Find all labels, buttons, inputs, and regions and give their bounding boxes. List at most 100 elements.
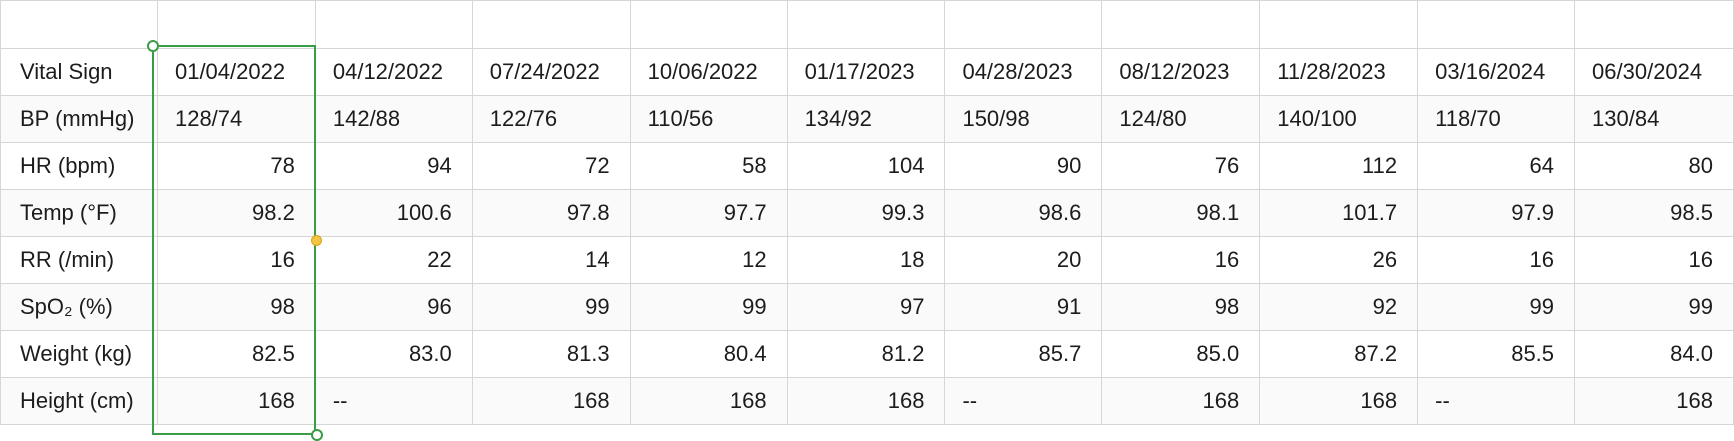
vital-sign-label[interactable]: HR (bpm): [0, 142, 158, 190]
value-cell[interactable]: 96: [314, 283, 473, 331]
value-cell[interactable]: 76: [1101, 142, 1261, 190]
value-cell[interactable]: 168: [1101, 377, 1261, 425]
value-cell[interactable]: 92: [1259, 283, 1419, 331]
value-cell[interactable]: 83.0: [314, 330, 473, 378]
value-cell[interactable]: 98.6: [944, 189, 1103, 237]
value-cell[interactable]: 91: [944, 283, 1103, 331]
value-cell[interactable]: 20: [944, 236, 1103, 284]
value-cell[interactable]: 97.9: [1417, 189, 1576, 237]
column-resize-handle[interactable]: [311, 235, 322, 246]
value-cell[interactable]: 14: [471, 236, 631, 284]
date-header-cell[interactable]: 04/28/2023: [944, 48, 1103, 96]
date-header-cell[interactable]: 01/17/2023: [786, 48, 946, 96]
vital-sign-label[interactable]: RR (/min): [0, 236, 158, 284]
value-cell[interactable]: 110/56: [629, 95, 788, 143]
value-cell[interactable]: 168: [1259, 377, 1419, 425]
empty-cell[interactable]: [786, 0, 946, 49]
value-cell[interactable]: 130/84: [1574, 95, 1734, 143]
value-cell[interactable]: 81.2: [786, 330, 946, 378]
value-cell[interactable]: 80.4: [629, 330, 788, 378]
value-cell[interactable]: 168: [786, 377, 946, 425]
date-header-cell[interactable]: 04/12/2022: [314, 48, 473, 96]
empty-cell[interactable]: [471, 0, 631, 49]
value-cell[interactable]: 78: [156, 142, 316, 190]
empty-cell[interactable]: [944, 0, 1103, 49]
value-cell[interactable]: 85.5: [1417, 330, 1576, 378]
date-header-cell[interactable]: 01/04/2022: [156, 48, 316, 96]
empty-cell[interactable]: [1574, 0, 1734, 49]
value-cell[interactable]: --: [314, 377, 473, 425]
date-header-cell[interactable]: 03/16/2024: [1417, 48, 1576, 96]
date-header-cell[interactable]: 11/28/2023: [1259, 48, 1419, 96]
value-cell[interactable]: 98: [1101, 283, 1261, 331]
value-cell[interactable]: 168: [156, 377, 316, 425]
value-cell[interactable]: 100.6: [314, 189, 473, 237]
value-cell[interactable]: 99: [471, 283, 631, 331]
value-cell[interactable]: 134/92: [786, 95, 946, 143]
date-header-cell[interactable]: 10/06/2022: [629, 48, 788, 96]
value-cell[interactable]: 84.0: [1574, 330, 1734, 378]
date-header-cell[interactable]: 06/30/2024: [1574, 48, 1734, 96]
value-cell[interactable]: 12: [629, 236, 788, 284]
value-cell[interactable]: 64: [1417, 142, 1576, 190]
value-cell[interactable]: 99: [1417, 283, 1576, 331]
empty-cell[interactable]: [629, 0, 788, 49]
vital-sign-label[interactable]: BP (mmHg): [0, 95, 158, 143]
date-header-cell[interactable]: 08/12/2023: [1101, 48, 1261, 96]
value-cell[interactable]: 16: [1417, 236, 1576, 284]
empty-cell[interactable]: [0, 0, 158, 49]
value-cell[interactable]: 97: [786, 283, 946, 331]
value-cell[interactable]: 128/74: [156, 95, 316, 143]
vital-sign-label[interactable]: SpO₂ (%): [0, 283, 158, 331]
empty-cell[interactable]: [1101, 0, 1261, 49]
value-cell[interactable]: 99: [629, 283, 788, 331]
value-cell[interactable]: 87.2: [1259, 330, 1419, 378]
value-cell[interactable]: --: [1417, 377, 1576, 425]
value-cell[interactable]: 104: [786, 142, 946, 190]
vital-sign-label[interactable]: Weight (kg): [0, 330, 158, 378]
value-cell[interactable]: 150/98: [944, 95, 1103, 143]
value-cell[interactable]: 112: [1259, 142, 1419, 190]
value-cell[interactable]: 98.1: [1101, 189, 1261, 237]
value-cell[interactable]: 99.3: [786, 189, 946, 237]
value-cell[interactable]: 97.8: [471, 189, 631, 237]
empty-cell[interactable]: [1259, 0, 1419, 49]
value-cell[interactable]: 94: [314, 142, 473, 190]
value-cell[interactable]: 16: [1101, 236, 1261, 284]
value-cell[interactable]: 16: [156, 236, 316, 284]
value-cell[interactable]: 98.2: [156, 189, 316, 237]
value-cell[interactable]: 98.5: [1574, 189, 1734, 237]
value-cell[interactable]: 118/70: [1417, 95, 1576, 143]
value-cell[interactable]: 18: [786, 236, 946, 284]
vital-sign-label[interactable]: Temp (°F): [0, 189, 158, 237]
value-cell[interactable]: 72: [471, 142, 631, 190]
value-cell[interactable]: 58: [629, 142, 788, 190]
value-cell[interactable]: 16: [1574, 236, 1734, 284]
selection-start-handle[interactable]: [147, 40, 159, 52]
empty-cell[interactable]: [1417, 0, 1576, 49]
value-cell[interactable]: 142/88: [314, 95, 473, 143]
value-cell[interactable]: 140/100: [1259, 95, 1419, 143]
value-cell[interactable]: 122/76: [471, 95, 631, 143]
value-cell[interactable]: --: [944, 377, 1103, 425]
value-cell[interactable]: 81.3: [471, 330, 631, 378]
selection-end-handle[interactable]: [311, 429, 323, 441]
vital-sign-label[interactable]: Height (cm): [0, 377, 158, 425]
value-cell[interactable]: 168: [471, 377, 631, 425]
value-cell[interactable]: 98: [156, 283, 316, 331]
value-cell[interactable]: 85.0: [1101, 330, 1261, 378]
value-cell[interactable]: 101.7: [1259, 189, 1419, 237]
row-header-cell[interactable]: Vital Sign: [0, 48, 158, 96]
value-cell[interactable]: 99: [1574, 283, 1734, 331]
value-cell[interactable]: 90: [944, 142, 1103, 190]
date-header-cell[interactable]: 07/24/2022: [471, 48, 631, 96]
value-cell[interactable]: 97.7: [629, 189, 788, 237]
empty-cell[interactable]: [156, 0, 316, 49]
value-cell[interactable]: 124/80: [1101, 95, 1261, 143]
value-cell[interactable]: 80: [1574, 142, 1734, 190]
value-cell[interactable]: 82.5: [156, 330, 316, 378]
value-cell[interactable]: 22: [314, 236, 473, 284]
value-cell[interactable]: 85.7: [944, 330, 1103, 378]
value-cell[interactable]: 168: [1574, 377, 1734, 425]
